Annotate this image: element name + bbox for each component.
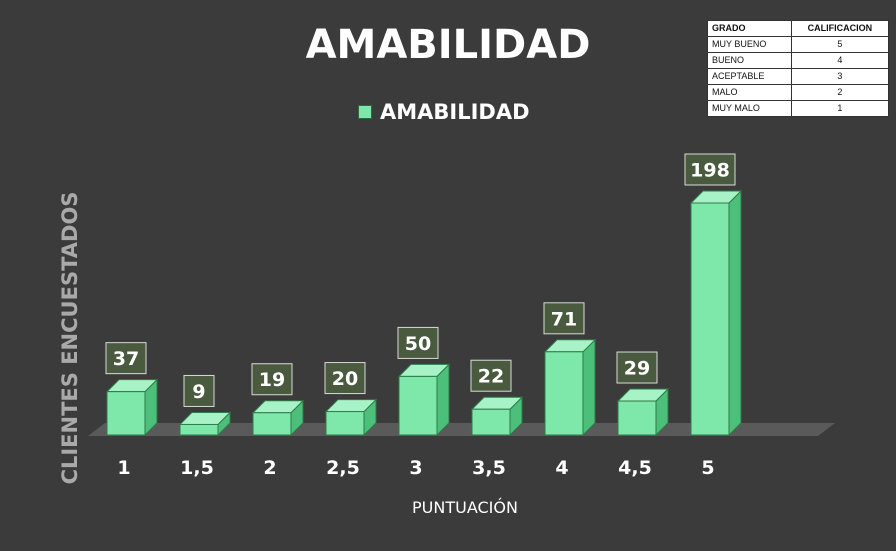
bar: 22 xyxy=(470,359,524,437)
bar-side xyxy=(728,189,742,437)
data-label: 50 xyxy=(405,333,431,355)
grade-table-row: MUY MALO 1 xyxy=(707,100,890,117)
y-axis-label: CLIENTES ENCUESTADOS xyxy=(58,191,82,485)
data-label: 29 xyxy=(624,358,650,380)
data-label: 9 xyxy=(192,381,205,403)
data-label-box xyxy=(543,302,585,335)
grade-cell: MUY BUENO xyxy=(707,36,792,53)
bar: 19 xyxy=(251,363,305,437)
data-label: 198 xyxy=(690,160,730,182)
grade-table-row: ACEPTABLE 3 xyxy=(707,68,890,85)
x-tick-label: 4,5 xyxy=(618,457,652,479)
x-axis-label: PUNTUACIÓN xyxy=(412,498,518,517)
data-label: 71 xyxy=(551,308,577,330)
bar: 50 xyxy=(397,326,451,437)
bar-front xyxy=(106,391,146,436)
data-label-box xyxy=(616,351,658,384)
grade-table: GRADO CALIFICACION MUY BUENO 5 BUENO 4 A… xyxy=(707,20,890,117)
grade-table-header: GRADO xyxy=(707,20,792,37)
data-label-box xyxy=(470,359,512,392)
x-tick-label: 1 xyxy=(117,457,130,479)
data-label-box xyxy=(251,363,293,396)
grade-table-row: MUY BUENO 5 xyxy=(707,36,890,53)
x-tick-label: 3,5 xyxy=(472,457,506,479)
grade-cell: BUENO xyxy=(707,52,792,69)
bar: 37 xyxy=(105,342,159,437)
bar: 29 xyxy=(616,351,670,437)
bar-front xyxy=(617,400,657,436)
data-label-box xyxy=(684,153,736,186)
x-tick-label: 3 xyxy=(409,457,422,479)
x-tick-label: 5 xyxy=(701,457,714,479)
x-tick-label: 1,5 xyxy=(180,457,214,479)
bar-front xyxy=(471,408,511,436)
bar: 9 xyxy=(178,374,232,437)
score-cell: 4 xyxy=(790,52,890,69)
bar-front xyxy=(690,202,730,436)
grade-table-header-row: GRADO CALIFICACION xyxy=(707,20,890,37)
x-tick-label: 2 xyxy=(263,457,276,479)
bar-front xyxy=(398,375,438,436)
bars-group: 37 9 19 20 50 22 71 29 198 xyxy=(105,153,743,437)
score-cell: 3 xyxy=(790,68,890,85)
bar-front xyxy=(252,412,292,436)
legend-swatch xyxy=(358,105,372,119)
legend-label: AMABILIDAD xyxy=(380,100,530,124)
x-tick-labels: 1 1,5 2 2,5 3 3,5 4 4,5 5 xyxy=(117,457,714,479)
data-label: 20 xyxy=(332,368,358,390)
bar-side xyxy=(582,338,596,437)
data-label-box xyxy=(183,374,215,407)
data-label-box xyxy=(324,362,366,395)
score-cell: 5 xyxy=(790,36,890,53)
data-label: 19 xyxy=(259,369,285,391)
x-tick-label: 2,5 xyxy=(326,457,360,479)
grade-table-header: CALIFICACION xyxy=(790,20,890,37)
score-cell: 2 xyxy=(790,84,890,101)
data-label-box xyxy=(397,326,439,359)
chart-title: AMABILIDAD xyxy=(305,22,591,68)
data-label: 22 xyxy=(478,366,504,388)
x-tick-label: 4 xyxy=(555,457,568,479)
data-label: 37 xyxy=(113,348,139,370)
data-label-box xyxy=(105,342,147,375)
grade-cell: MALO xyxy=(707,84,792,101)
grade-cell: MUY MALO xyxy=(707,100,792,117)
score-cell: 1 xyxy=(790,100,890,117)
bar: 198 xyxy=(684,153,743,437)
bar: 71 xyxy=(543,302,597,437)
bar-front xyxy=(544,351,584,436)
grade-table-row: BUENO 4 xyxy=(707,52,890,69)
grade-cell: ACEPTABLE xyxy=(707,68,792,85)
bar-front xyxy=(179,423,219,436)
grade-table-row: MALO 2 xyxy=(707,84,890,101)
legend: AMABILIDAD xyxy=(358,100,530,124)
bar-front xyxy=(325,411,365,436)
bar: 20 xyxy=(324,362,378,437)
